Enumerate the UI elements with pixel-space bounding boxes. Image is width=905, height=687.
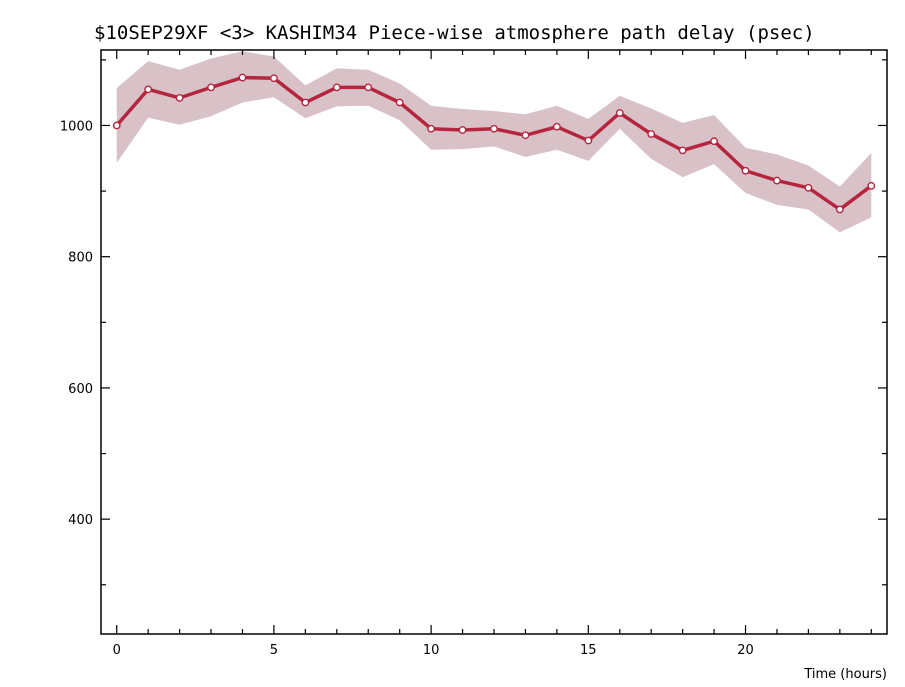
- uncertainty-band: [116, 51, 872, 233]
- data-point: [867, 181, 876, 190]
- y-tick-label: 1000: [60, 119, 93, 134]
- data-point: [207, 83, 215, 92]
- data-point: [741, 166, 750, 175]
- data-point: [647, 130, 656, 138]
- data-point: [175, 94, 184, 102]
- data-point: [678, 146, 687, 155]
- data-point: [270, 74, 278, 83]
- data-point: [773, 176, 781, 185]
- x-tick-label: 10: [423, 643, 440, 658]
- data-point: [458, 126, 467, 134]
- data-point: [490, 124, 498, 133]
- data-point: [615, 109, 624, 117]
- x-tick-label: 15: [580, 643, 597, 658]
- x-tick-label: 5: [270, 643, 278, 658]
- y-tick-label: 600: [68, 382, 93, 397]
- data-point: [427, 124, 436, 133]
- data-point: [144, 85, 153, 94]
- chart-title: $10SEP29XF <3> KASHIM34 Piece-wise atmos…: [94, 22, 815, 44]
- data-point: [835, 205, 844, 214]
- y-tick-label: 400: [68, 513, 93, 528]
- data-point: [301, 98, 310, 107]
- data-point: [364, 83, 373, 92]
- data-point: [238, 73, 247, 82]
- data-point: [804, 183, 813, 192]
- data-point: [584, 136, 593, 145]
- data-point: [112, 121, 121, 130]
- data-point: [521, 131, 530, 140]
- data-point: [332, 83, 341, 92]
- x-tick-label: 20: [737, 643, 754, 658]
- data-point: [710, 137, 718, 146]
- data-point: [552, 122, 561, 131]
- x-axis-label: Time (hours): [803, 667, 887, 682]
- data-point: [395, 98, 404, 107]
- x-tick-label: 0: [113, 643, 121, 658]
- y-tick-label: 800: [68, 251, 93, 266]
